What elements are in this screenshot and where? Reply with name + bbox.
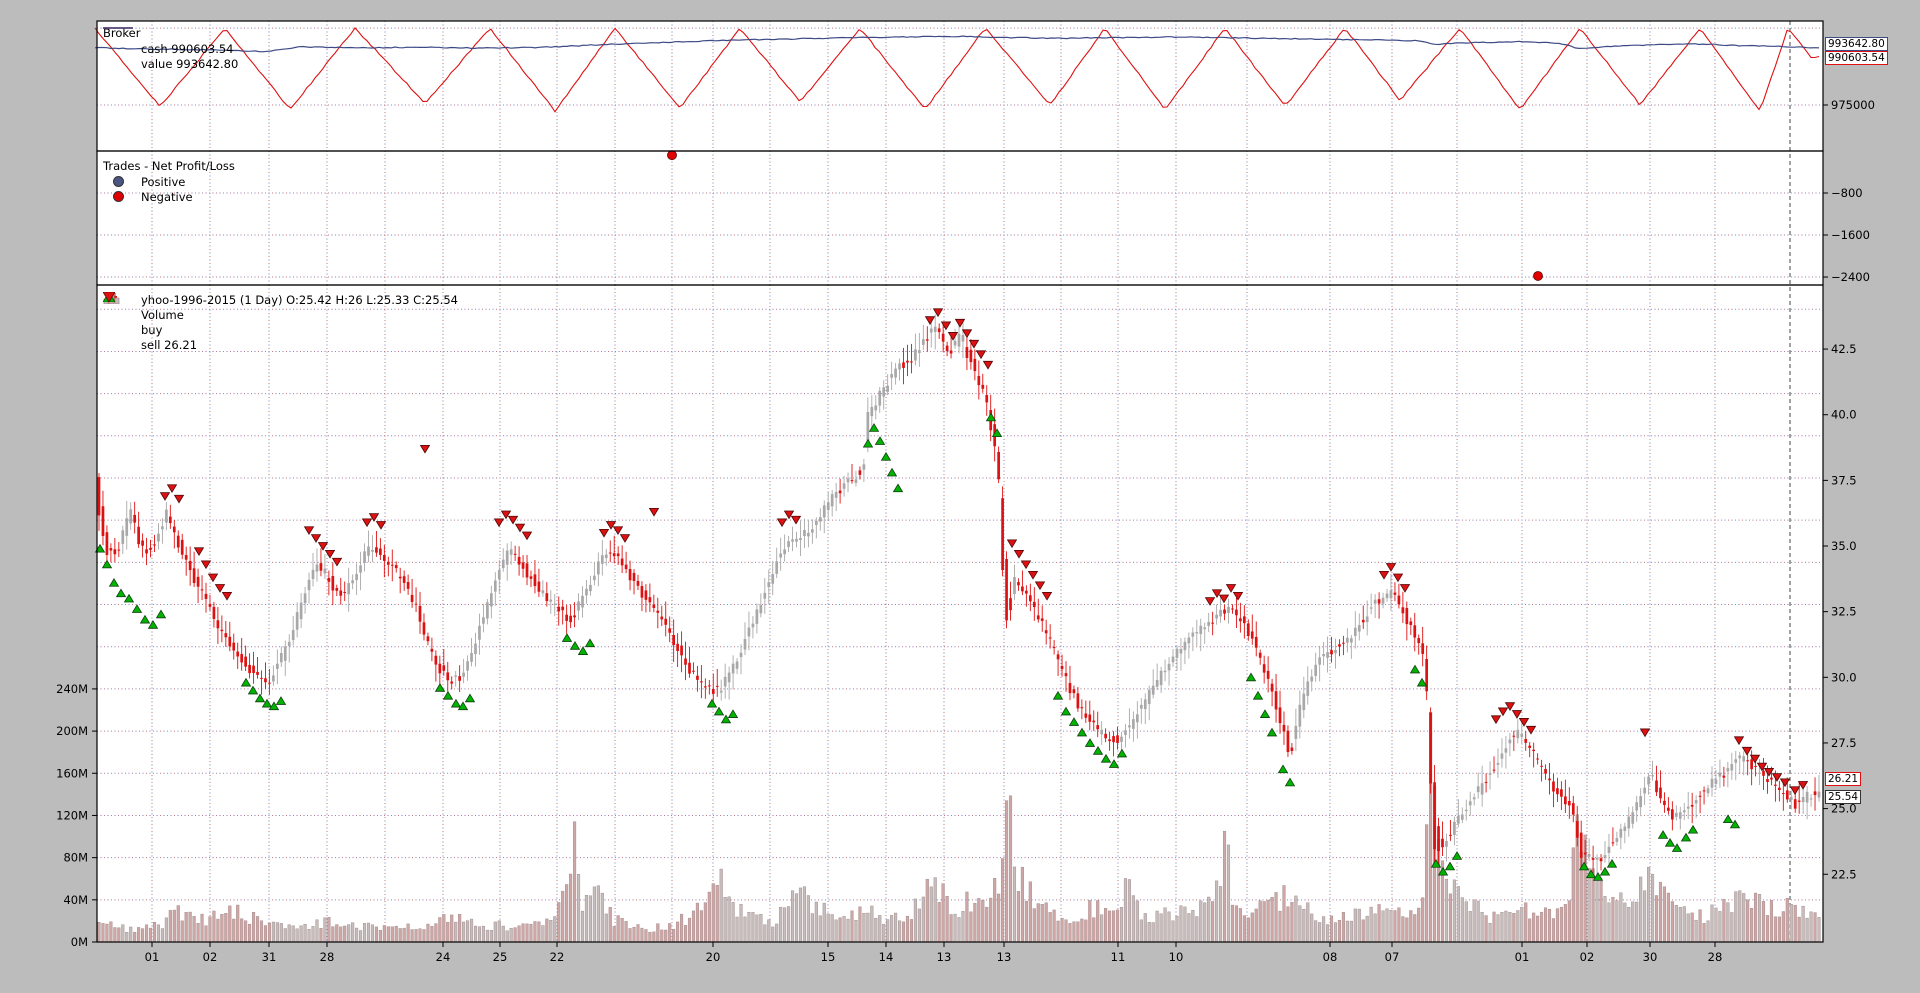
volume-legend-label: Volume <box>141 307 184 322</box>
svg-text:27.5: 27.5 <box>1831 736 1857 750</box>
svg-text:32.5: 32.5 <box>1831 605 1857 619</box>
svg-text:22: 22 <box>550 950 565 964</box>
svg-text:80M: 80M <box>63 851 88 865</box>
svg-text:13: 13 <box>937 950 952 964</box>
negative-legend-label: Negative <box>141 189 193 204</box>
svg-text:08: 08 <box>1323 950 1338 964</box>
svg-text:02: 02 <box>203 950 218 964</box>
sell-price-box: 26.21 <box>1825 772 1862 786</box>
svg-text:37.5: 37.5 <box>1831 473 1857 487</box>
sell-legend-row: sell 26.21 <box>103 292 458 352</box>
svg-text:14: 14 <box>879 950 894 964</box>
svg-text:30.0: 30.0 <box>1831 670 1857 684</box>
svg-text:25.0: 25.0 <box>1831 802 1857 816</box>
last-close-box: 25.54 <box>1825 790 1862 804</box>
value-legend-label: value 993642.80 <box>141 56 239 71</box>
svg-text:31: 31 <box>262 950 277 964</box>
svg-text:160M: 160M <box>56 766 88 780</box>
broker-panel-title: Broker <box>103 26 141 40</box>
svg-text:−800: −800 <box>1831 186 1863 200</box>
broker-cash-box: 990603.54 <box>1825 51 1888 65</box>
svg-text:01: 01 <box>145 950 160 964</box>
svg-text:13: 13 <box>997 950 1012 964</box>
svg-text:22.5: 22.5 <box>1831 867 1857 881</box>
svg-text:25: 25 <box>493 950 508 964</box>
svg-text:40.0: 40.0 <box>1831 408 1857 422</box>
svg-text:−1600: −1600 <box>1831 228 1870 242</box>
cash-legend-row: cash 990603.54 <box>103 27 238 56</box>
svg-text:02: 02 <box>1580 950 1595 964</box>
svg-text:200M: 200M <box>56 724 88 738</box>
broker-value-box: 993642.80 <box>1825 37 1888 51</box>
svg-text:15: 15 <box>821 950 836 964</box>
feed-legend-label: yhoo-1996-2015 (1 Day) O:25.42 H:26 L:25… <box>141 292 458 307</box>
svg-text:11: 11 <box>1111 950 1126 964</box>
svg-text:42.5: 42.5 <box>1831 342 1857 356</box>
svg-text:30: 30 <box>1643 950 1658 964</box>
positive-legend-row: Positive <box>103 174 235 189</box>
svg-text:−2400: −2400 <box>1831 270 1870 284</box>
value-legend-row: value 993642.80 <box>103 27 239 71</box>
feed-legend-row: yhoo-1996-2015 (1 Day) O:25.42 H:26 L:25… <box>103 292 458 307</box>
svg-text:120M: 120M <box>56 808 88 822</box>
main-legend: yhoo-1996-2015 (1 Day) O:25.42 H:26 L:25… <box>103 292 458 352</box>
sell-legend-label: sell 26.21 <box>141 337 198 352</box>
svg-text:35.0: 35.0 <box>1831 539 1857 553</box>
svg-text:40M: 40M <box>63 893 88 907</box>
svg-text:07: 07 <box>1385 950 1400 964</box>
svg-text:0M: 0M <box>71 935 88 949</box>
trades-legend: Trades - Net Profit/Loss Positive Negati… <box>103 159 235 204</box>
svg-text:10: 10 <box>1169 950 1184 964</box>
svg-text:28: 28 <box>1708 950 1723 964</box>
volume-legend-row: Volume <box>103 294 458 322</box>
broker-legend: Broker cash 990603.54 value 993642.80 <box>103 26 238 71</box>
svg-text:24: 24 <box>436 950 451 964</box>
positive-dot-icon <box>103 176 133 187</box>
buy-legend-row: buy <box>103 292 458 337</box>
positive-legend-label: Positive <box>141 174 186 189</box>
trades-panel-title: Trades - Net Profit/Loss <box>103 159 235 173</box>
svg-text:28: 28 <box>320 950 335 964</box>
cash-legend-label: cash 990603.54 <box>141 41 234 56</box>
svg-text:975000: 975000 <box>1831 98 1875 112</box>
negative-dot-icon <box>103 191 133 202</box>
negative-legend-row: Negative <box>103 189 235 204</box>
svg-text:01: 01 <box>1515 950 1530 964</box>
buy-legend-label: buy <box>141 322 163 337</box>
svg-text:240M: 240M <box>56 682 88 696</box>
svg-text:20: 20 <box>706 950 721 964</box>
